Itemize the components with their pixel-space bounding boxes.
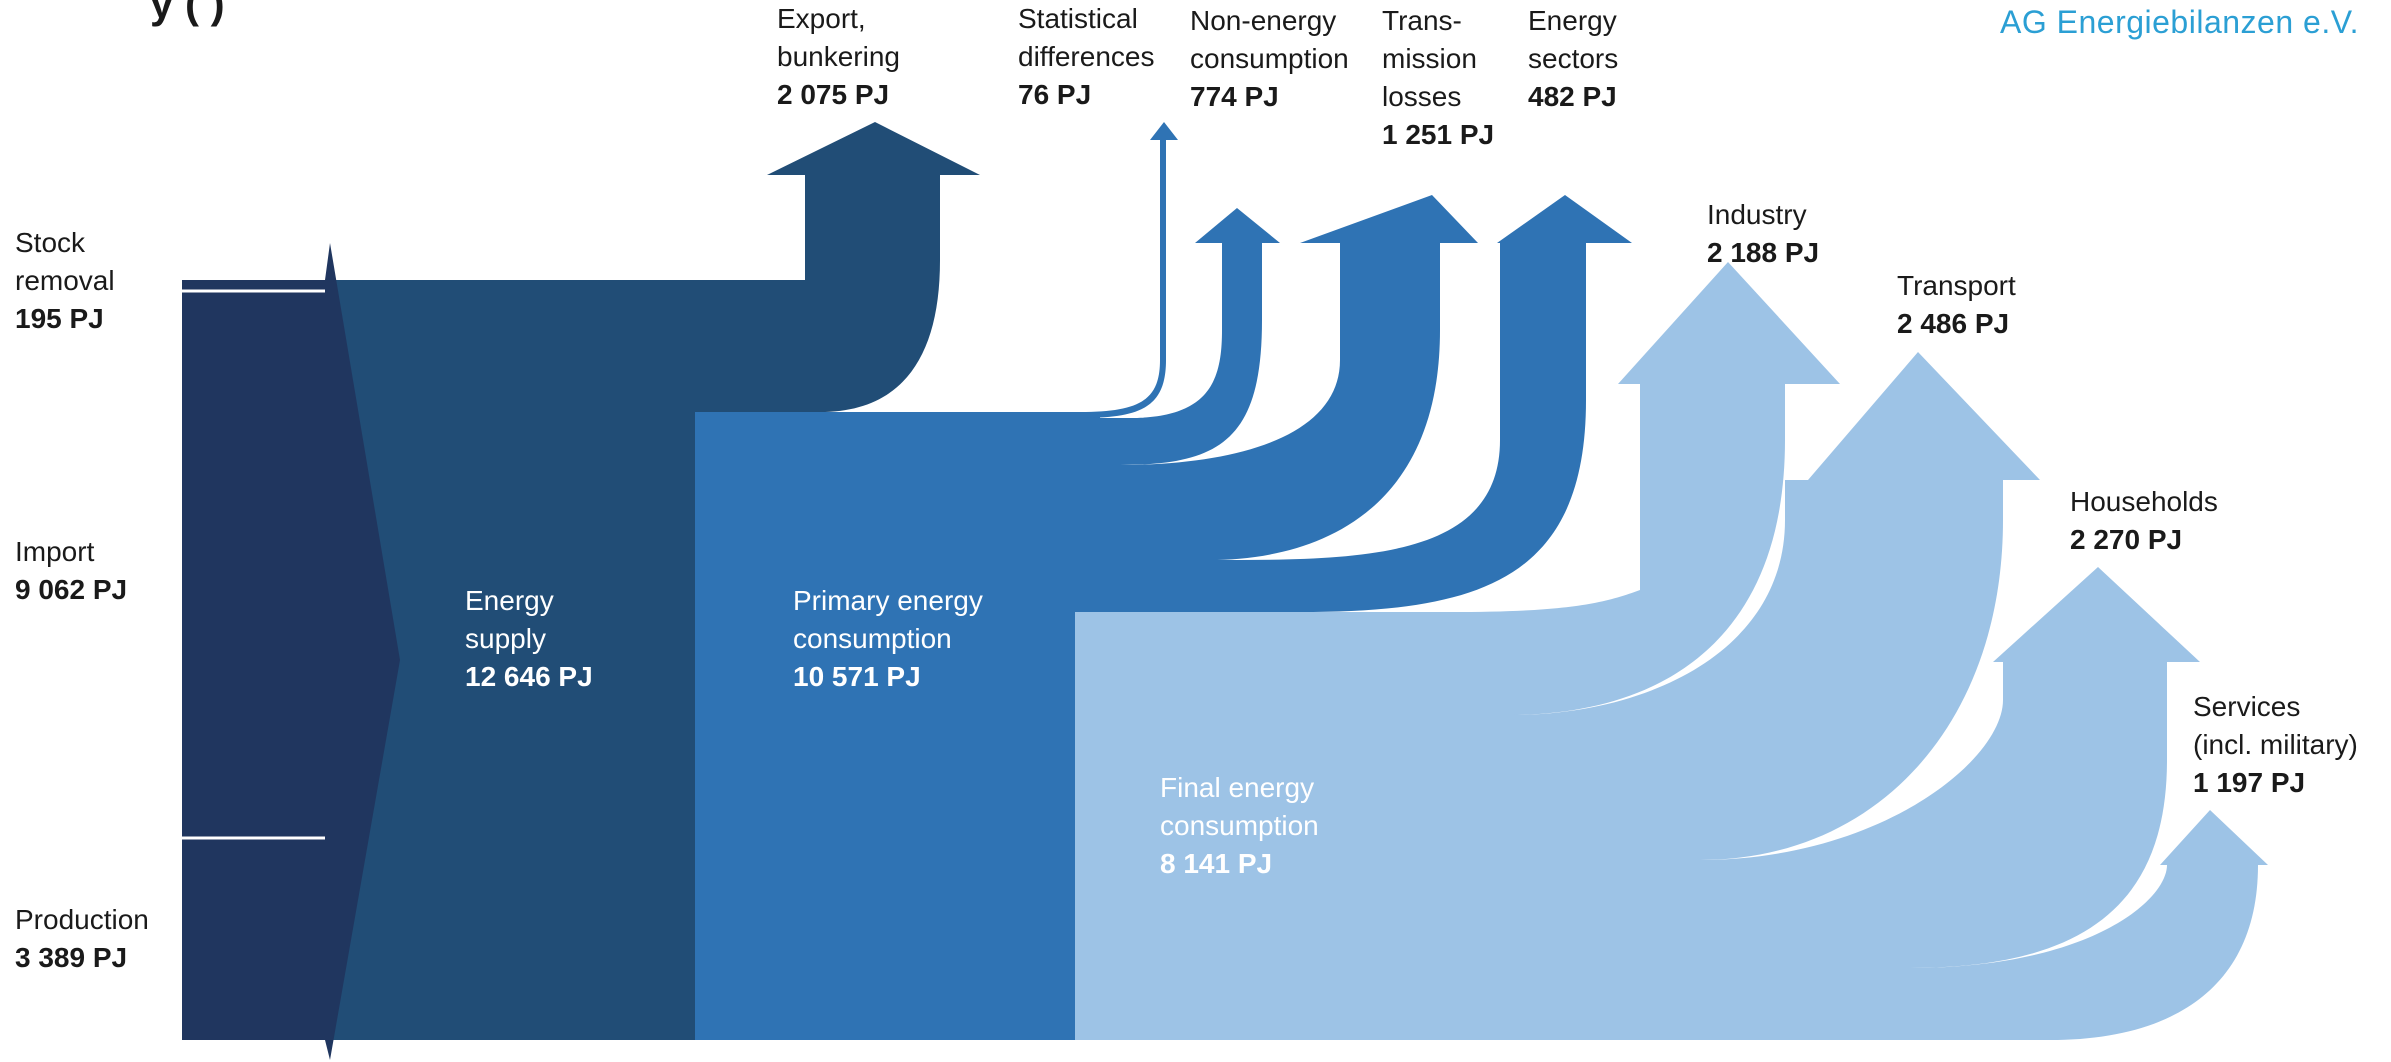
flow-transmission [1100,195,1478,560]
label-nonenergy: Non-energy consumption 774 PJ [1190,5,1349,112]
flow-primary-to-final [1075,412,1100,612]
sources-group [182,243,400,1060]
flow-services [1450,810,2268,1040]
flow-energysectors [1100,195,1632,612]
label-energysectors: Energy sectors 482 PJ [1528,5,1619,112]
label-primary-energy: Primary energy consumption 10 571 PJ [793,585,983,692]
flow-industry [1450,262,1840,715]
flow-supply-block [325,280,695,1040]
flow-nonenergy [1100,208,1280,465]
energy-supply-group [325,122,980,1040]
flow-households [1450,567,2200,968]
label-services: Services (incl. military) 1 197 PJ [2193,691,2358,798]
label-energy-supply: Energy supply 12 646 PJ [465,585,593,692]
label-production: Production 3 389 PJ [15,904,149,973]
label-statistical: Statistical differences 76 PJ [1018,3,1155,110]
label-transmission: Trans- mission losses 1 251 PJ [1382,5,1495,150]
label-industry: Industry 2 188 PJ [1707,199,1820,268]
final-energy-group [1075,262,2268,1040]
title-fragment: y ( ) [150,0,225,27]
flow-sources-block [182,243,400,1060]
label-stock: Stock removal 195 PJ [15,227,115,334]
primary-energy-group [695,122,1632,1040]
brand-logo-text: AG Energiebilanzen e.V. [2000,4,2359,40]
flow-primary-block [695,412,1075,1040]
label-export: Export, bunkering 2 075 PJ [777,3,900,110]
flow-statistical [1075,122,1178,418]
label-final-energy: Final energy consumption 8 141 PJ [1160,772,1319,879]
label-import: Import 9 062 PJ [15,536,128,605]
flow-final-block [1075,612,1450,1040]
label-households: Households 2 270 PJ [2070,486,2218,555]
label-transport: Transport 2 486 PJ [1897,270,2016,339]
flow-supply-to-primary [695,280,805,412]
flow-transport [1450,352,2040,860]
